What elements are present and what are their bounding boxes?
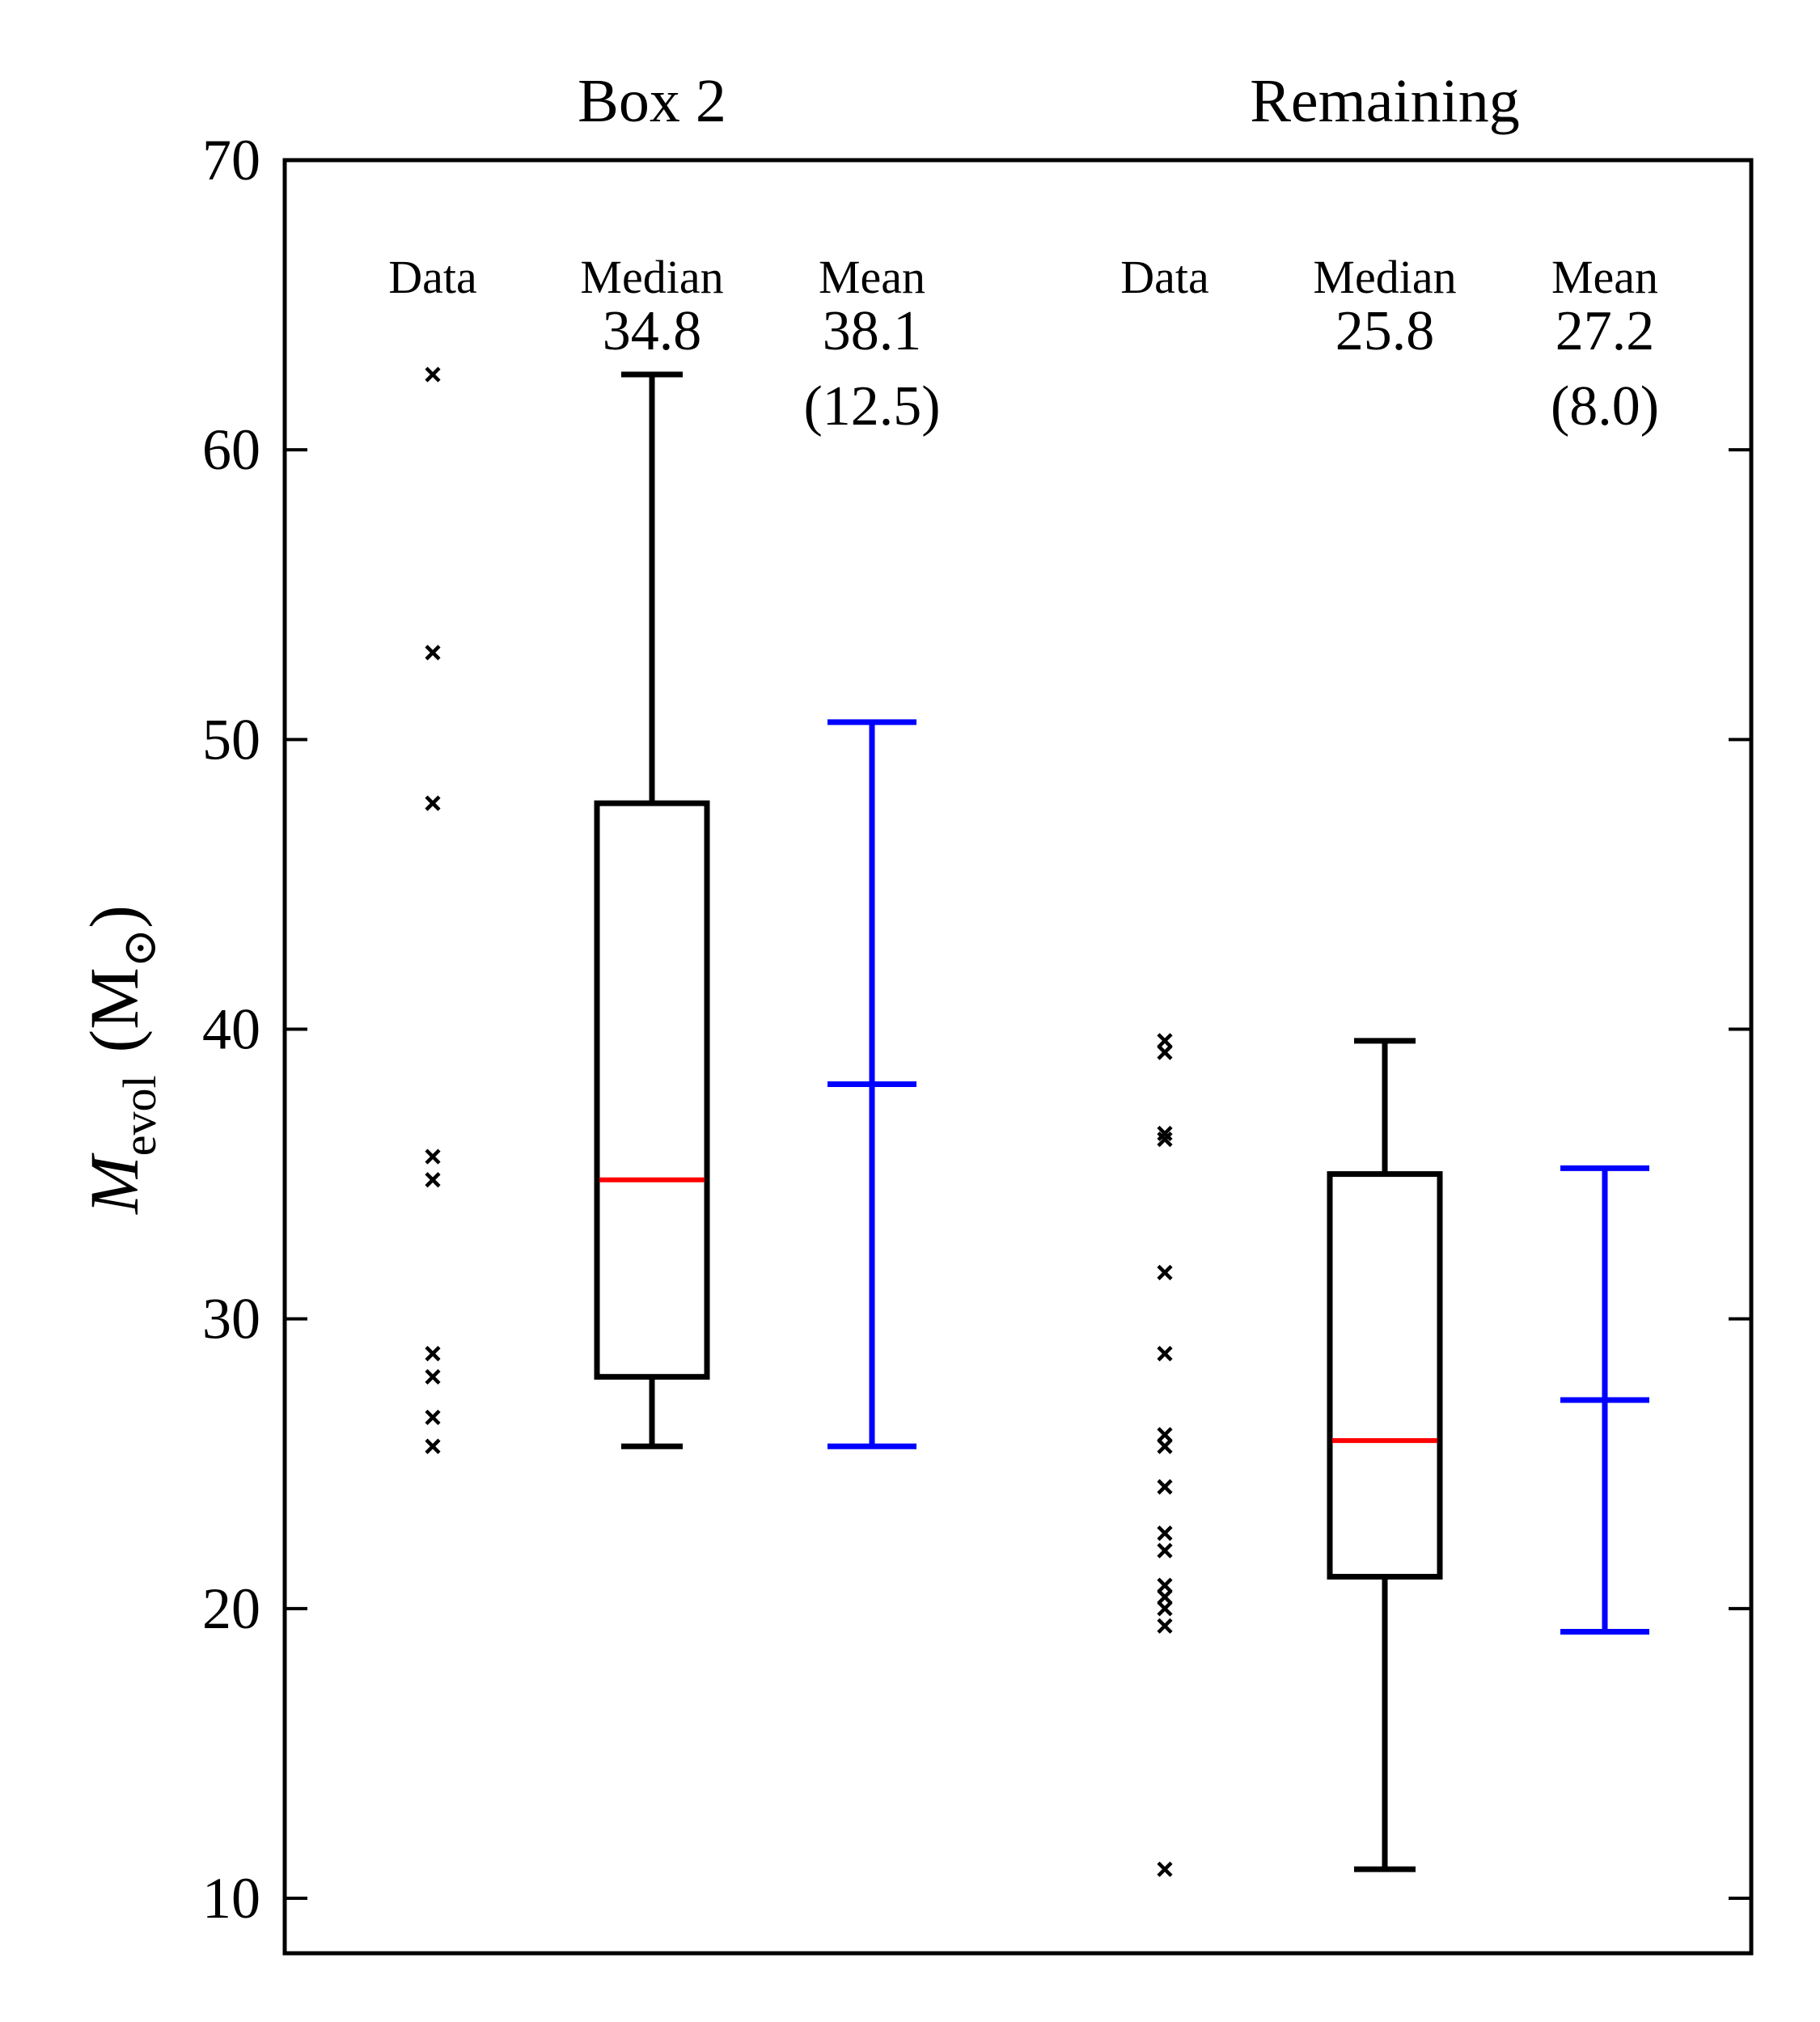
y-axis: 10 20 30 40 50 60 70 <box>202 128 1751 1931</box>
data-point-remaining-9 <box>1157 1525 1173 1542</box>
y-label-subscript: evol <box>113 1075 166 1156</box>
data-point-remaining-5 <box>1157 1346 1173 1362</box>
y-tick-label-20: 20 <box>202 1576 260 1641</box>
data-point-stroke-b <box>1157 1861 1173 1877</box>
median-label-box2: Median <box>580 251 723 303</box>
data-point-stroke-b <box>425 795 441 811</box>
data-point-stroke-b <box>425 1148 441 1165</box>
data-point-stroke-b <box>1157 1044 1173 1060</box>
data-point-stroke-b <box>1157 1601 1173 1617</box>
data-point-stroke-b <box>1157 1438 1173 1454</box>
y-tick-label-70: 70 <box>202 128 260 192</box>
median-label-remaining: Median <box>1313 251 1456 303</box>
mean-value-remaining: 27.2 <box>1555 300 1655 362</box>
data-point-stroke-b <box>425 1409 441 1426</box>
data-point-remaining-1 <box>1157 1044 1173 1060</box>
data-point-stroke-b <box>1157 1264 1173 1280</box>
box-plot-remaining <box>1327 1038 1443 1872</box>
data-point-remaining-14 <box>1157 1618 1173 1634</box>
data-point-stroke-b <box>1157 1346 1173 1362</box>
data-point-remaining-8 <box>1157 1478 1173 1495</box>
data-point-remaining-4 <box>1157 1264 1173 1280</box>
group-title-box2: Box 2 <box>578 67 726 135</box>
data-point-stroke-b <box>1157 1618 1173 1634</box>
data-point-stroke-b <box>1157 1427 1173 1443</box>
data-point-stroke-b <box>425 1368 441 1385</box>
mean-bar-box2 <box>827 719 916 1449</box>
column-labels: Data Median Mean 34.8 38.1 (12.5) Data Median Me… <box>388 251 1659 438</box>
data-point-remaining-0 <box>1157 1033 1173 1049</box>
data-point-stroke-b <box>1157 1525 1173 1542</box>
data-point-stroke-b <box>425 1346 441 1362</box>
data-point-remaining-15 <box>1157 1861 1173 1877</box>
data-point-remaining-12 <box>1157 1588 1173 1605</box>
data-point-stroke-b <box>1157 1125 1173 1142</box>
y-tick-label-30: 30 <box>202 1287 260 1352</box>
data-point-box2-2 <box>425 795 441 811</box>
data-point-box2-4 <box>425 1172 441 1188</box>
y-label-unit-subscript: ⊙ <box>113 929 166 968</box>
median-value-box2: 34.8 <box>603 300 702 362</box>
chart-marks <box>425 366 1649 1877</box>
data-point-remaining-2 <box>1157 1125 1173 1142</box>
box-plot-box2 <box>594 371 710 1449</box>
y-tick-label-10: 10 <box>202 1866 260 1931</box>
plot-frame <box>282 158 1754 1956</box>
data-point-box2-8 <box>425 1438 441 1454</box>
y-tick-label-50: 50 <box>202 707 260 772</box>
group-title-remaining: Remaining <box>1250 67 1520 135</box>
mean-value-box2: 38.1 <box>823 300 922 362</box>
mean-bar-remaining <box>1560 1165 1649 1635</box>
iqr-box-remaining <box>1327 1171 1443 1580</box>
y-label-symbol: M <box>75 1153 153 1216</box>
mean-label-remaining: Mean <box>1551 251 1658 303</box>
iqr-box-box2 <box>594 800 710 1380</box>
data-point-box2-6 <box>425 1368 441 1385</box>
y-label-unit-close: ) <box>75 905 153 929</box>
data-point-remaining-10 <box>1157 1542 1173 1559</box>
data-point-remaining-6 <box>1157 1427 1173 1443</box>
std-value-remaining: (8.0) <box>1551 375 1659 438</box>
data-point-box2-3 <box>425 1148 441 1165</box>
data-points-remaining <box>1157 1033 1173 1877</box>
data-point-stroke-b <box>1157 1577 1173 1593</box>
data-point-stroke-b <box>1157 1478 1173 1495</box>
y-tick-label-60: 60 <box>202 417 260 482</box>
data-points-box2 <box>425 366 441 1454</box>
data-point-stroke-b <box>1157 1588 1173 1605</box>
data-point-stroke-b <box>425 1438 441 1454</box>
data-point-stroke-b <box>1157 1132 1173 1148</box>
median-value-remaining: 25.8 <box>1335 300 1435 362</box>
data-point-stroke-b <box>425 366 441 383</box>
data-point-remaining-11 <box>1157 1577 1173 1593</box>
data-point-box2-7 <box>425 1409 441 1426</box>
y-label-unit: (M <box>75 967 153 1052</box>
data-label-remaining: Data <box>1120 251 1209 303</box>
data-point-stroke-b <box>1157 1033 1173 1049</box>
data-point-stroke-b <box>1157 1542 1173 1559</box>
y-axis-label: Mevol (M⊙) <box>75 905 166 1216</box>
data-point-remaining-3 <box>1157 1132 1173 1148</box>
data-label-box2: Data <box>388 251 477 303</box>
data-point-remaining-13 <box>1157 1601 1173 1617</box>
data-point-remaining-7 <box>1157 1438 1173 1454</box>
data-point-box2-1 <box>425 645 441 661</box>
data-point-box2-0 <box>425 366 441 383</box>
data-point-box2-5 <box>425 1346 441 1362</box>
std-value-box2: (12.5) <box>803 375 940 438</box>
data-point-stroke-b <box>425 645 441 661</box>
data-point-stroke-b <box>425 1172 441 1188</box>
group-titles: Box 2 Remaining <box>578 67 1520 135</box>
mean-label-box2: Mean <box>819 251 925 303</box>
y-tick-label-40: 40 <box>202 997 260 1062</box>
